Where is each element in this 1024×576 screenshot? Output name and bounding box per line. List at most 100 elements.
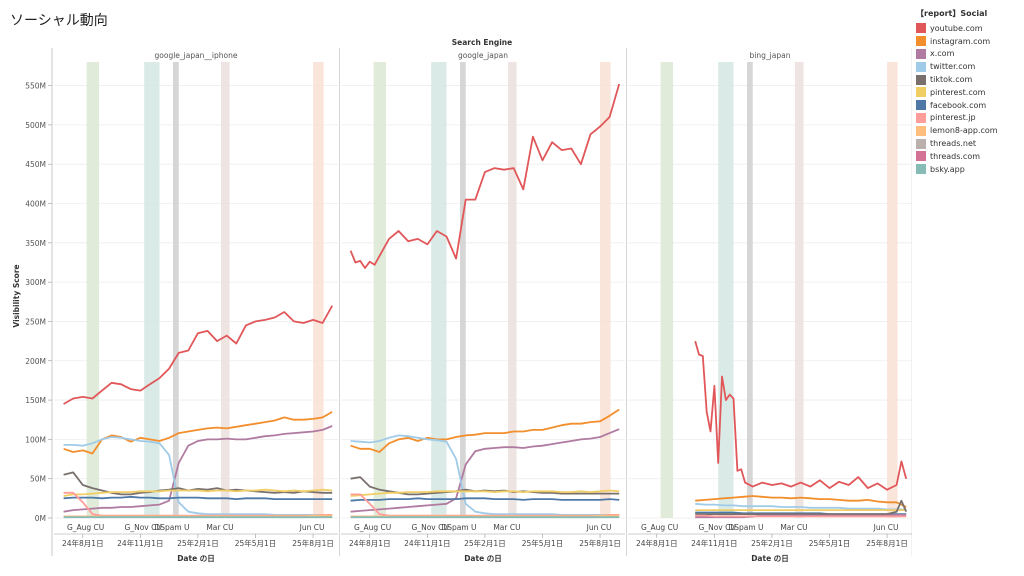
x-tick-label: 25年8月1日 [292,538,334,548]
column-header: Search Engine [452,38,512,47]
x-tick-label: 24年11月1日 [404,538,450,548]
legend-item-facebook-com[interactable]: facebook.com [916,99,1020,112]
y-tick-label: 400M [25,200,46,209]
panel-google-japan-iphone: google_japan__iphone G_Aug CU G_Nov CUDSpa… [54,51,338,563]
x-tick-label: 25年2月1日 [464,538,506,548]
band-label: G_Nov CU [699,523,736,532]
band-mar-cu [220,62,230,518]
band-label: Mar CU [493,523,520,532]
y-tick-label: 0M [35,514,46,523]
panel-title: google_japan__iphone [155,51,238,60]
x-axis-label: Date の日 [177,554,215,563]
x-tick-label: 25年5月1日 [235,538,277,548]
band-jun-cu [313,62,324,518]
legend-title: 【report】Social [916,9,988,18]
band-label: G_Aug CU [641,523,678,532]
legend-item-bsky-app[interactable]: bsky.app [916,163,1020,176]
legend-swatch [916,48,926,59]
legend-swatch [916,61,926,72]
series-line-facebook-com [350,497,620,502]
series-line-youtube-com [349,83,621,269]
x-tick-label: 24年8月1日 [349,538,391,548]
series-line-pinterest-com [350,489,620,497]
x-tick-label: 25年8月1日 [866,538,908,548]
legend-item-pinterest-jp[interactable]: pinterest.jp [916,112,1020,125]
series-line-youtube-com [694,340,908,491]
series-line-lemon8-app-com [63,514,333,518]
legend-swatch [916,112,926,123]
band-label: Mar CU [206,523,233,532]
x-tick-label: 24年11月1日 [117,538,163,548]
x-tick-label: 25年8月1日 [579,538,621,548]
legend-items: youtube.com instagram.com x.com twitter.com… [916,22,1020,176]
series-line-x-com [350,428,620,513]
legend-item-x-com[interactable]: x.com [916,48,1020,61]
series-line-facebook-com [63,495,333,501]
legend-item-youtube-com[interactable]: youtube.com [916,22,1020,35]
x-tick-label: 24年11月1日 [691,538,737,548]
band-label: Mar CU [780,523,807,532]
legend-swatch [916,87,926,98]
band-label: DSpam U [154,523,189,532]
legend-item-lemon8-app-com[interactable]: lemon8-app.com [916,124,1020,137]
legend-swatch [916,164,926,175]
y-tick-label: 450M [25,160,46,169]
band-g-nov-cu [144,62,160,518]
band-g-nov-cu [431,62,447,518]
band-jun-cu [600,62,611,518]
legend-label: tiktok.com [930,75,973,85]
legend-item-pinterest-com[interactable]: pinterest.com [916,86,1020,99]
series-line-twitter-com [695,502,907,511]
legend-label: pinterest.jp [930,113,976,123]
y-tick-label: 200M [25,357,46,366]
band-label: G_Aug CU [67,523,104,532]
series-line-instagram-com [63,411,333,455]
legend-swatch [916,36,926,47]
band-label: Jun CU [873,523,899,532]
chart-area: Search Engine Visibility Score 0M 50M 100M… [12,38,912,563]
y-tick-label: 50M [30,475,46,484]
band-g-nov-cu [718,62,734,518]
series-line-twitter-com [350,434,620,516]
x-tick-label: 25年2月1日 [177,538,219,548]
y-tick-label: 300M [25,278,46,287]
page-title: ソーシャル動向 [10,13,108,29]
legend-swatch [916,100,926,111]
x-tick-label: 24年8月1日 [636,538,678,548]
x-tick-label: 25年5月1日 [522,538,564,548]
legend-item-threads-com[interactable]: threads.com [916,150,1020,163]
y-tick-label: 150M [25,396,46,405]
panels-layer: 0M 50M 100M 150M 200M 250M 300M 350M 400M 450M 500… [25,48,912,563]
legend-swatch [916,23,926,34]
legend-item-twitter-com[interactable]: twitter.com [916,60,1020,73]
band-label: Jun CU [299,523,325,532]
legend-swatch [916,125,926,136]
legend-label: youtube.com [930,23,983,33]
series-line-youtube-com [63,305,333,405]
legend-label: threads.net [930,139,977,149]
y-tick-label: 350M [25,239,46,248]
band-dspam-u [459,62,466,518]
legend-item-threads-net[interactable]: threads.net [916,137,1020,150]
legend-swatch [916,138,926,149]
series-line-instagram-com [350,408,620,453]
panel-title: bing_japan [750,51,791,60]
band-dspam-u [746,62,753,518]
y-tick-label: 550M [25,82,46,91]
band-mar-cu [507,62,517,518]
legend-swatch [916,151,926,162]
y-tick-label: 500M [25,121,46,130]
legend-label: facebook.com [930,100,987,110]
x-tick-label: 25年2月1日 [751,538,793,548]
legend-item-tiktok-com[interactable]: tiktok.com [916,73,1020,86]
x-tick-label: 25年5月1日 [809,538,851,548]
x-axis-label: Date の日 [464,554,502,563]
band-label: DSpam U [441,523,476,532]
legend: 【report】Social youtube.com instagram.com x… [916,8,1020,176]
legend-item-instagram-com[interactable]: instagram.com [916,35,1020,48]
band-g-aug-cu [373,62,387,518]
series-line-pinterest-jp [63,491,333,517]
panel-title: google_japan [458,51,508,60]
legend-label: lemon8-app.com [930,126,998,136]
